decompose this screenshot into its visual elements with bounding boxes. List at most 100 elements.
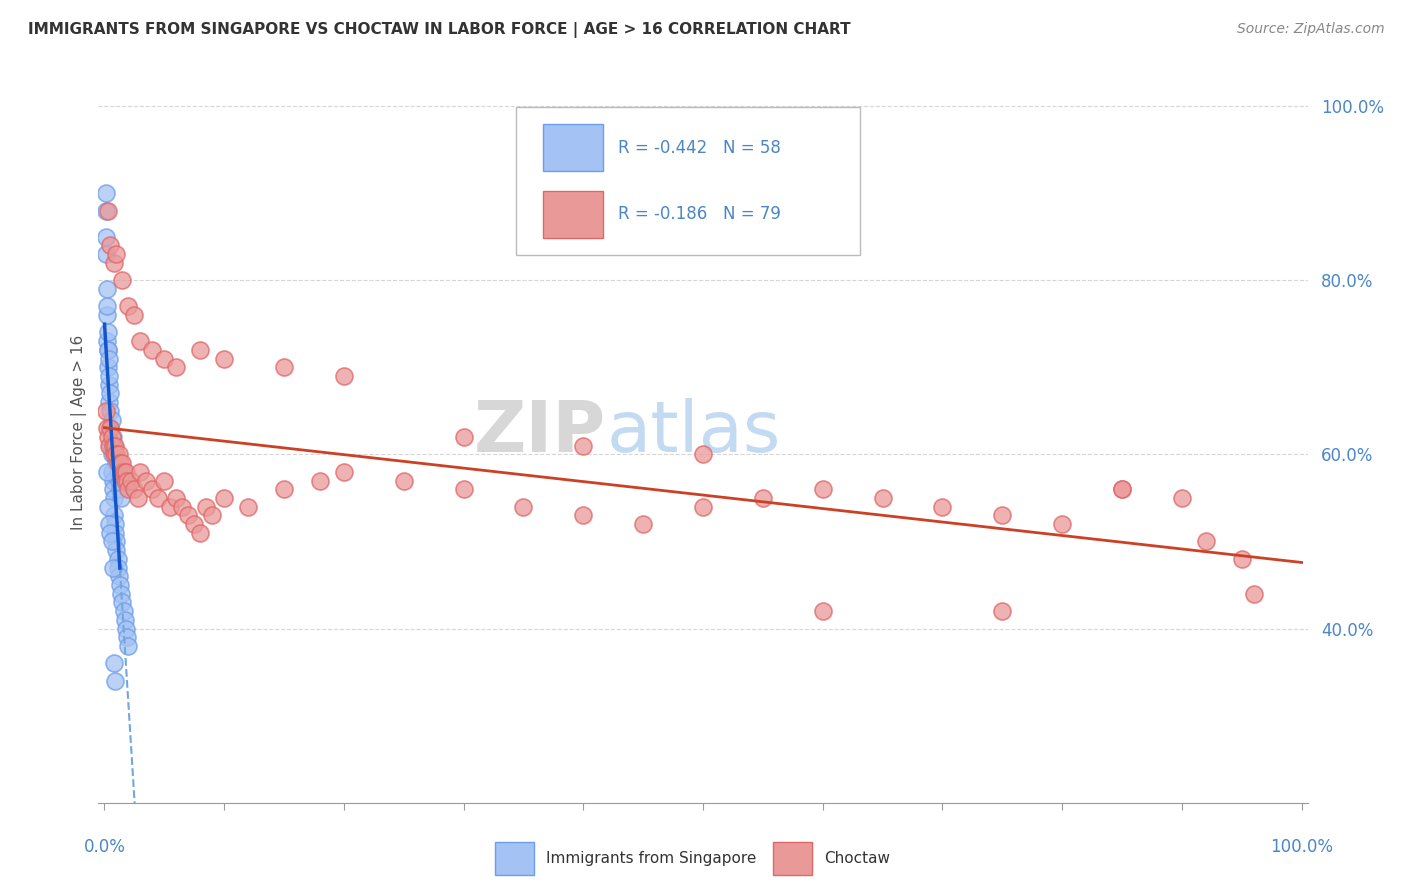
Point <box>97 360 120 375</box>
Point <box>1243 587 1265 601</box>
Point <box>392 474 415 488</box>
Point <box>98 351 121 366</box>
Point <box>115 474 138 488</box>
Point <box>100 534 122 549</box>
Point <box>94 186 117 200</box>
Text: Choctaw: Choctaw <box>824 851 890 866</box>
Point <box>96 308 118 322</box>
Point <box>148 491 170 505</box>
Point <box>107 569 129 583</box>
Point <box>107 552 129 566</box>
Point <box>97 343 120 357</box>
Point <box>107 456 129 470</box>
Point <box>188 525 211 540</box>
Point <box>96 421 118 435</box>
Point <box>94 229 117 244</box>
Point <box>117 482 139 496</box>
Point <box>105 456 128 470</box>
Point <box>453 430 475 444</box>
Point <box>100 465 122 479</box>
Point <box>96 465 118 479</box>
Point <box>631 517 654 532</box>
Point <box>107 465 129 479</box>
Point <box>110 491 132 505</box>
Point <box>141 482 163 496</box>
FancyBboxPatch shape <box>516 107 860 255</box>
Point <box>1111 482 1133 496</box>
Point <box>1050 517 1073 532</box>
FancyBboxPatch shape <box>773 842 811 875</box>
Point <box>159 500 181 514</box>
Point <box>117 299 139 313</box>
FancyBboxPatch shape <box>543 124 603 171</box>
Point <box>115 465 138 479</box>
Point <box>165 491 187 505</box>
Point <box>114 474 136 488</box>
Point <box>98 439 121 453</box>
Point <box>105 534 128 549</box>
Point <box>96 282 118 296</box>
Point <box>97 326 120 340</box>
Point <box>100 238 122 252</box>
Point <box>105 447 128 461</box>
Text: IMMIGRANTS FROM SINGAPORE VS CHOCTAW IN LABOR FORCE | AGE > 16 CORRELATION CHART: IMMIGRANTS FROM SINGAPORE VS CHOCTAW IN … <box>28 22 851 38</box>
Point <box>100 439 122 453</box>
Point <box>104 447 127 461</box>
Point <box>195 500 218 514</box>
Point <box>100 447 122 461</box>
Point <box>103 657 125 671</box>
Point <box>333 369 356 384</box>
Point <box>103 256 125 270</box>
Point <box>107 474 129 488</box>
Point <box>692 500 714 514</box>
Point <box>512 500 534 514</box>
Point <box>117 639 139 653</box>
Point <box>572 439 595 453</box>
Point <box>100 386 122 401</box>
Point <box>188 343 211 357</box>
Point <box>98 377 121 392</box>
Text: 0.0%: 0.0% <box>83 838 125 855</box>
Point <box>108 578 131 592</box>
Point <box>103 491 125 505</box>
Point <box>114 613 136 627</box>
Point <box>97 203 120 218</box>
Point <box>98 517 121 532</box>
Point <box>111 456 134 470</box>
Point <box>97 343 120 357</box>
Point <box>115 630 138 644</box>
Point <box>120 474 142 488</box>
Point <box>212 351 235 366</box>
Point <box>236 500 259 514</box>
Point <box>101 482 124 496</box>
Point <box>991 508 1014 523</box>
Point <box>172 500 194 514</box>
Point <box>201 508 224 523</box>
Point <box>273 482 295 496</box>
Point <box>183 517 205 532</box>
Point <box>811 482 834 496</box>
Point <box>101 474 124 488</box>
Point <box>752 491 775 505</box>
Point <box>572 508 595 523</box>
Point <box>100 430 122 444</box>
Point <box>103 439 125 453</box>
Point <box>129 334 152 348</box>
Point <box>103 447 125 461</box>
Point <box>94 203 117 218</box>
Point <box>112 465 135 479</box>
Point <box>177 508 200 523</box>
Point <box>104 517 127 532</box>
Point <box>1195 534 1218 549</box>
Point <box>98 369 121 384</box>
Text: R = -0.442   N = 58: R = -0.442 N = 58 <box>619 138 782 157</box>
Point <box>124 482 146 496</box>
Point <box>96 334 118 348</box>
Point <box>273 360 295 375</box>
Point <box>107 447 129 461</box>
Point <box>108 482 131 496</box>
Point <box>1171 491 1194 505</box>
Text: atlas: atlas <box>606 398 780 467</box>
Point <box>100 421 122 435</box>
Point <box>107 560 129 574</box>
